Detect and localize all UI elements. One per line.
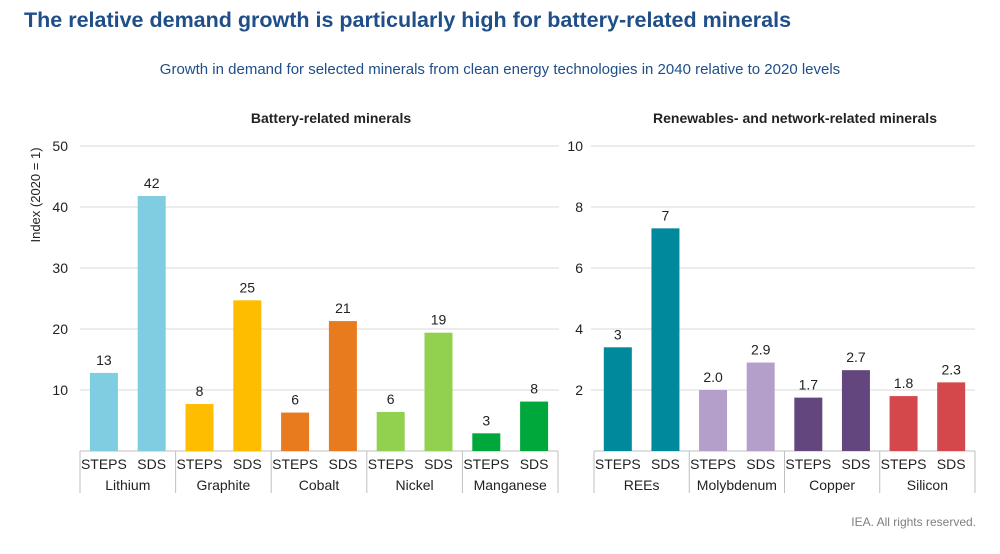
- bar-rees-sds: [651, 228, 680, 451]
- bar-manganese-steps: [472, 433, 501, 451]
- x-scenario-label: SDS: [651, 456, 680, 472]
- bar-copper-steps: [794, 397, 823, 451]
- data-label: 2.3: [941, 361, 961, 377]
- bar-lithium-steps: [89, 372, 118, 451]
- x-category-label: Copper: [809, 477, 855, 493]
- tick-label-background: [559, 199, 591, 215]
- y-tick-label: 6: [575, 260, 583, 276]
- x-scenario-label: STEPS: [177, 456, 223, 472]
- x-scenario-label: STEPS: [463, 456, 509, 472]
- x-category-label: REEs: [624, 477, 660, 493]
- x-scenario-label: STEPS: [272, 456, 318, 472]
- y-tick-label: 50: [52, 138, 68, 154]
- y-tick-label: 20: [52, 321, 68, 337]
- x-scenario-label: STEPS: [81, 456, 127, 472]
- bar-nickel-sds: [424, 332, 453, 451]
- bar-silicon-steps: [889, 396, 918, 451]
- tick-label-background: [559, 382, 591, 398]
- data-label: 2.9: [751, 342, 771, 358]
- x-category-label: Molybdenum: [697, 477, 777, 493]
- y-tick-label: 10: [52, 382, 68, 398]
- data-label: 19: [431, 312, 447, 328]
- bar-silicon-sds: [937, 382, 966, 451]
- data-label: 21: [335, 300, 351, 316]
- x-scenario-label: STEPS: [595, 456, 641, 472]
- tick-label-background: [44, 138, 76, 154]
- x-scenario-label: SDS: [329, 456, 358, 472]
- x-category-label: Manganese: [474, 477, 547, 493]
- data-label: 2.7: [846, 349, 866, 365]
- data-label: 1.8: [894, 375, 914, 391]
- copyright-footer: IEA. All rights reserved.: [851, 515, 976, 529]
- panel-title: Renewables- and network-related minerals: [653, 110, 937, 126]
- y-axis-label: Index (2020 = 1): [28, 147, 43, 242]
- x-scenario-label: STEPS: [785, 456, 831, 472]
- x-category-label: Silicon: [907, 477, 948, 493]
- bar-lithium-sds: [137, 196, 166, 451]
- tick-label-background: [559, 138, 591, 154]
- data-label: 3: [482, 412, 490, 428]
- data-label: 6: [387, 391, 395, 407]
- x-category-label: Graphite: [197, 477, 251, 493]
- x-scenario-label: SDS: [937, 456, 966, 472]
- bar-molybdenum-sds: [746, 362, 775, 451]
- x-scenario-label: SDS: [842, 456, 871, 472]
- bar-molybdenum-steps: [699, 390, 728, 451]
- bar-nickel-steps: [376, 411, 405, 451]
- data-label: 8: [530, 381, 538, 397]
- bar-graphite-steps: [185, 404, 214, 451]
- bar-graphite-sds: [233, 300, 262, 451]
- bar-cobalt-sds: [328, 321, 357, 451]
- data-label: 7: [662, 207, 670, 223]
- y-tick-label: 4: [575, 321, 583, 337]
- x-category-label: Lithium: [105, 477, 150, 493]
- x-scenario-label: STEPS: [881, 456, 927, 472]
- y-tick-label: 2: [575, 382, 583, 398]
- x-scenario-label: SDS: [746, 456, 775, 472]
- x-scenario-label: STEPS: [368, 456, 414, 472]
- y-tick-label: 40: [52, 199, 68, 215]
- data-label: 3: [614, 326, 622, 342]
- x-category-label: Cobalt: [299, 477, 340, 493]
- tick-label-background: [44, 382, 76, 398]
- x-category-label: Nickel: [396, 477, 434, 493]
- data-label: 42: [144, 175, 160, 191]
- data-label: 1.7: [799, 377, 819, 393]
- data-label: 8: [196, 383, 204, 399]
- y-tick-label: 8: [575, 199, 583, 215]
- data-label: 13: [96, 352, 112, 368]
- y-tick-label: 10: [567, 138, 583, 154]
- tick-label-background: [44, 260, 76, 276]
- tick-label-background: [559, 321, 591, 337]
- x-scenario-label: SDS: [520, 456, 549, 472]
- bar-copper-sds: [841, 370, 870, 451]
- data-label: 6: [291, 392, 299, 408]
- tick-label-background: [44, 321, 76, 337]
- panel-title: Battery-related minerals: [251, 110, 412, 126]
- data-label: 25: [240, 279, 256, 295]
- page-subtitle: Growth in demand for selected minerals f…: [159, 61, 841, 78]
- x-scenario-label: SDS: [137, 456, 166, 472]
- tick-label-background: [559, 260, 591, 276]
- bar-rees-steps: [603, 347, 632, 451]
- y-tick-label: 30: [52, 260, 68, 276]
- data-label: 2.0: [703, 369, 723, 385]
- x-scenario-label: SDS: [233, 456, 262, 472]
- x-scenario-label: STEPS: [690, 456, 736, 472]
- bar-cobalt-steps: [281, 412, 310, 451]
- x-scenario-label: SDS: [424, 456, 453, 472]
- page-title: The relative demand growth is particular…: [24, 8, 792, 32]
- bar-manganese-sds: [520, 401, 549, 451]
- tick-label-background: [44, 199, 76, 215]
